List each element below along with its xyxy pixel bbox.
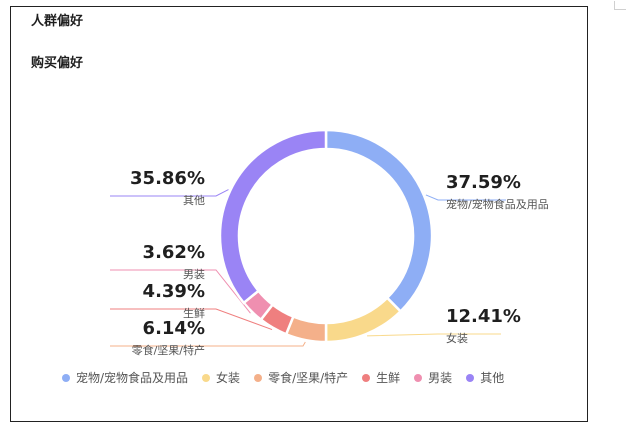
legend-label: 生鲜 [376, 371, 401, 385]
legend-dot-icon [414, 373, 423, 382]
leader-line-4 [110, 269, 251, 314]
slice-percent-label: 12.41% [446, 306, 521, 327]
leader-line-2 [110, 341, 306, 347]
slice-percent-label: 3.62% [143, 242, 205, 263]
legend-dot-icon [202, 373, 211, 382]
legend-label: 女装 [216, 371, 241, 385]
slice-0[interactable] [324, 128, 434, 314]
slice-5[interactable] [218, 128, 328, 305]
slice-name-label: 宠物/宠物食品及用品 [446, 197, 549, 211]
chart-legend: 宠物/宠物食品及用品 女装 零食/坚果/特产 生鲜 男装 其他 [62, 369, 518, 386]
slice-name-label: 男装 [183, 268, 205, 281]
legend-label: 零食/坚果/特产 [268, 371, 349, 385]
slice-percent-label: 35.86% [130, 168, 205, 189]
legend-dot-icon [254, 373, 263, 382]
legend-item-3[interactable]: 生鲜 [362, 369, 400, 386]
slice-name-label: 零食/坚果/特产 [132, 343, 205, 357]
legend-dot-icon [362, 373, 371, 382]
slice-name-label: 女装 [446, 331, 468, 345]
legend-label: 其他 [480, 371, 505, 385]
leader-line-5 [110, 189, 229, 197]
legend-item-2[interactable]: 零食/坚果/特产 [254, 369, 348, 386]
legend-label: 男装 [428, 371, 453, 385]
legend-item-4[interactable]: 男装 [414, 369, 452, 386]
slice-percent-label: 4.39% [143, 281, 205, 302]
slice-percent-label: 37.59% [446, 172, 521, 193]
legend-item-5[interactable]: 其他 [466, 369, 504, 386]
leader-line-1 [367, 333, 501, 337]
legend-item-0[interactable]: 宠物/宠物食品及用品 [62, 369, 188, 386]
chart-card [10, 6, 588, 422]
leader-line-0 [425, 194, 506, 201]
legend-item-1[interactable]: 女装 [202, 369, 240, 386]
slice-name-label: 生鲜 [183, 306, 205, 320]
slice-name-label: 其他 [183, 194, 205, 207]
legend-dot-icon [62, 373, 70, 382]
slice-percent-label: 6.14% [143, 318, 205, 339]
legend-dot-icon [466, 373, 475, 382]
leader-line-3 [110, 308, 273, 331]
chart-subtitle: 购买偏好 [31, 56, 84, 71]
legend-label: 宠物/宠物食品及用品 [76, 371, 189, 385]
corner-mark [614, 1, 626, 10]
section-title: 人群偏好 [31, 14, 84, 29]
